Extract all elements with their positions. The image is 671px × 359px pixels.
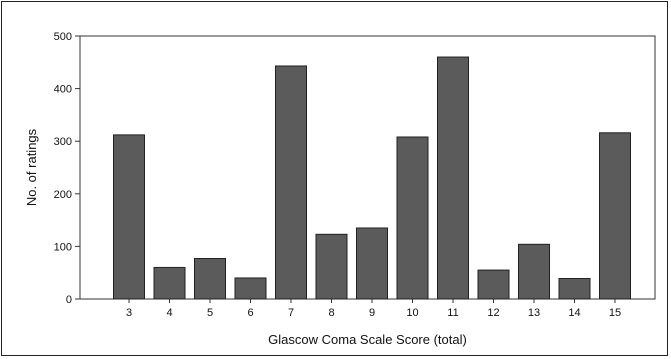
y-axis-title: No. of ratings (24, 128, 39, 206)
bar-9 (356, 227, 388, 300)
x-tick-label-15: 15 (609, 307, 621, 319)
x-tick-label-9: 9 (369, 307, 375, 319)
y-tick-label: 300 (54, 136, 72, 148)
x-tick-label-8: 8 (328, 307, 334, 319)
y-tick-label: 200 (54, 189, 72, 201)
bar-4 (153, 266, 186, 300)
x-tick-label-11: 11 (447, 307, 458, 319)
x-tick-label-4: 4 (166, 307, 172, 319)
x-tick-label-13: 13 (528, 307, 540, 319)
x-tick-label-10: 10 (406, 307, 418, 319)
x-tick-label-5: 5 (207, 307, 213, 319)
x-tick-label-7: 7 (288, 307, 294, 319)
bar-14 (558, 277, 591, 300)
y-tick-label: 500 (54, 31, 72, 43)
y-tick-label: 100 (54, 241, 72, 253)
bars-group (113, 56, 631, 300)
x-tick-label-6: 6 (247, 307, 253, 319)
x-tick-labels: 3 4 5 6 7 8 9 10 11 12 13 14 15 (126, 299, 621, 319)
bar-13 (518, 243, 550, 300)
bar-6 (234, 277, 267, 300)
x-axis-title: Glascow Coma Scale Score (total) (268, 332, 467, 347)
bar-5 (194, 257, 226, 300)
x-tick-label-3: 3 (126, 307, 132, 319)
x-tick-label-14: 14 (568, 307, 580, 319)
bar-3 (113, 134, 145, 300)
bar-7 (275, 65, 307, 300)
y-tick-label: 400 (54, 84, 72, 96)
x-tick-label-12: 12 (487, 307, 499, 319)
y-axis-ticks: 0 100 200 300 400 500 (54, 31, 80, 306)
bar-8 (315, 233, 348, 300)
bar-12 (477, 269, 510, 300)
bar-15 (599, 132, 631, 300)
bar-10 (396, 136, 429, 300)
bar-11 (437, 56, 469, 300)
y-tick-label: 0 (66, 294, 72, 306)
